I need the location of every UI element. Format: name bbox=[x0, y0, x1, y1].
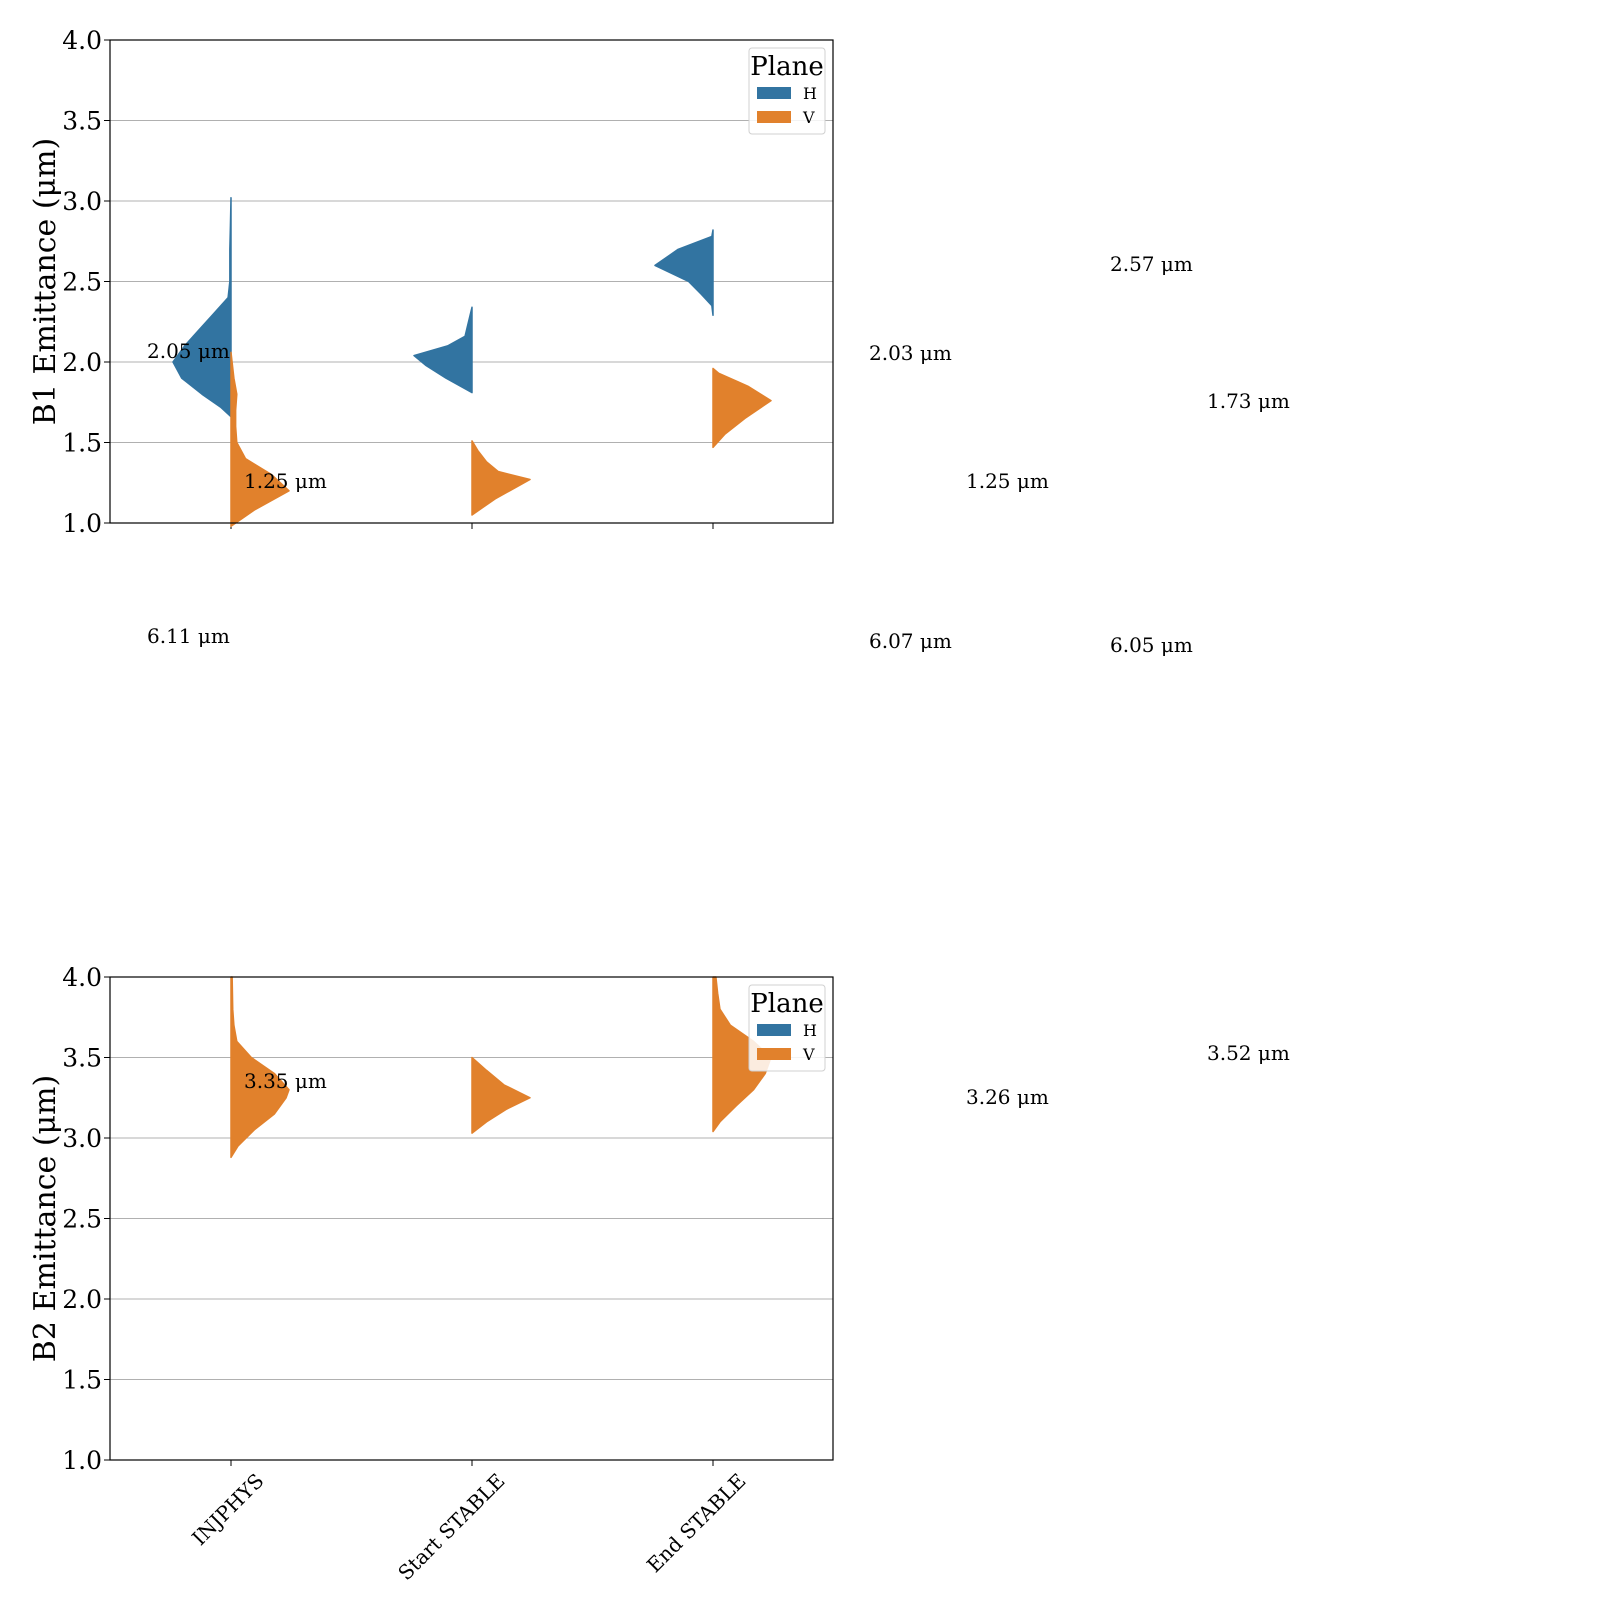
y-tick-label: 1.5 bbox=[62, 429, 102, 458]
b1-emittance-panel: 1.0 1.5 2.0 2.5 3.0 3.5 4.0 B1 Emittance (μm) Pl… bbox=[28, 26, 834, 538]
violin-v-2 bbox=[712, 367, 772, 449]
annotation-label: 2.05 μm bbox=[147, 339, 230, 363]
y-axis-label: B2 Emittance (μm) bbox=[28, 1075, 63, 1362]
violin-h-0 bbox=[172, 197, 232, 418]
b2-emittance-panel: 1.0 1.5 2.0 2.5 3.0 3.5 4.0 B2 Emittance (μm) Pl… bbox=[28, 963, 834, 1475]
y-tick-label: 4.0 bbox=[62, 963, 102, 992]
y-tick-label: 2.0 bbox=[62, 1285, 102, 1314]
legend-swatch-v bbox=[757, 1048, 791, 1060]
legend-swatch-v bbox=[757, 111, 791, 123]
violin-v-0 bbox=[230, 976, 290, 1159]
legend-title: Plane bbox=[750, 989, 823, 1019]
legend: Plane HV bbox=[748, 47, 826, 135]
y-tick-label: 4.0 bbox=[62, 26, 102, 55]
y-tick-label: 2.5 bbox=[62, 268, 102, 297]
legend: Plane HV bbox=[748, 984, 826, 1072]
legend-swatch-h bbox=[757, 87, 791, 99]
legend-label-v: V bbox=[802, 108, 815, 127]
legend-label-h: H bbox=[803, 1021, 817, 1040]
axes-frame bbox=[109, 976, 834, 1461]
annotation-label: 3.26 μm bbox=[966, 1085, 1049, 1109]
annotation-label: 2.57 μm bbox=[1110, 252, 1193, 276]
y-tick-label: 1.0 bbox=[62, 1446, 102, 1475]
y-tick-label: 3.5 bbox=[62, 1044, 102, 1073]
annotation-label: 1.25 μm bbox=[244, 469, 327, 493]
legend-title: Plane bbox=[750, 52, 823, 82]
y-axis-label: B1 Emittance (μm) bbox=[28, 138, 63, 425]
y-tick-label: 3.0 bbox=[62, 187, 102, 216]
legend-swatch-h bbox=[757, 1024, 791, 1036]
violin-v-1 bbox=[471, 440, 531, 516]
axes-frame bbox=[109, 39, 834, 524]
violin-h-1 bbox=[413, 306, 473, 394]
annotations: 2.05 μm 1.25 μm 6.11 μm 2.03 μm 1.25 μm 6.07 … bbox=[147, 252, 1290, 1109]
annotation-label: 3.52 μm bbox=[1207, 1041, 1290, 1065]
legend-label-v: V bbox=[802, 1045, 815, 1064]
annotation-label: 3.35 μm bbox=[244, 1069, 327, 1093]
legend-label-h: H bbox=[803, 84, 817, 103]
annotation-label: 6.11 μm bbox=[147, 624, 230, 648]
y-tick-label: 2.5 bbox=[62, 1205, 102, 1234]
annotation-label: 6.05 μm bbox=[1110, 633, 1193, 657]
annotation-label: 2.03 μm bbox=[869, 341, 952, 365]
x-tick-label: INJPHYS bbox=[187, 1469, 268, 1550]
y-tick-label: 3.5 bbox=[62, 107, 102, 136]
annotation-label: 1.73 μm bbox=[1207, 389, 1290, 413]
violin-h-2 bbox=[654, 229, 714, 317]
y-tick-label: 3.0 bbox=[62, 1124, 102, 1153]
y-tick-label: 2.0 bbox=[62, 348, 102, 377]
annotation-label: 1.25 μm bbox=[966, 469, 1049, 493]
x-tick-label: Start STABLE bbox=[393, 1469, 509, 1585]
y-tick-label: 1.5 bbox=[62, 1366, 102, 1395]
x-tick-label: End STABLE bbox=[642, 1469, 751, 1578]
violin-v-0 bbox=[230, 351, 290, 527]
x-tick-labels: INJPHYS Start STABLE End STABLE bbox=[187, 1469, 750, 1585]
y-tick-label: 1.0 bbox=[62, 509, 102, 538]
violin-v-1 bbox=[471, 1056, 531, 1134]
annotation-label: 6.07 μm bbox=[869, 629, 952, 653]
